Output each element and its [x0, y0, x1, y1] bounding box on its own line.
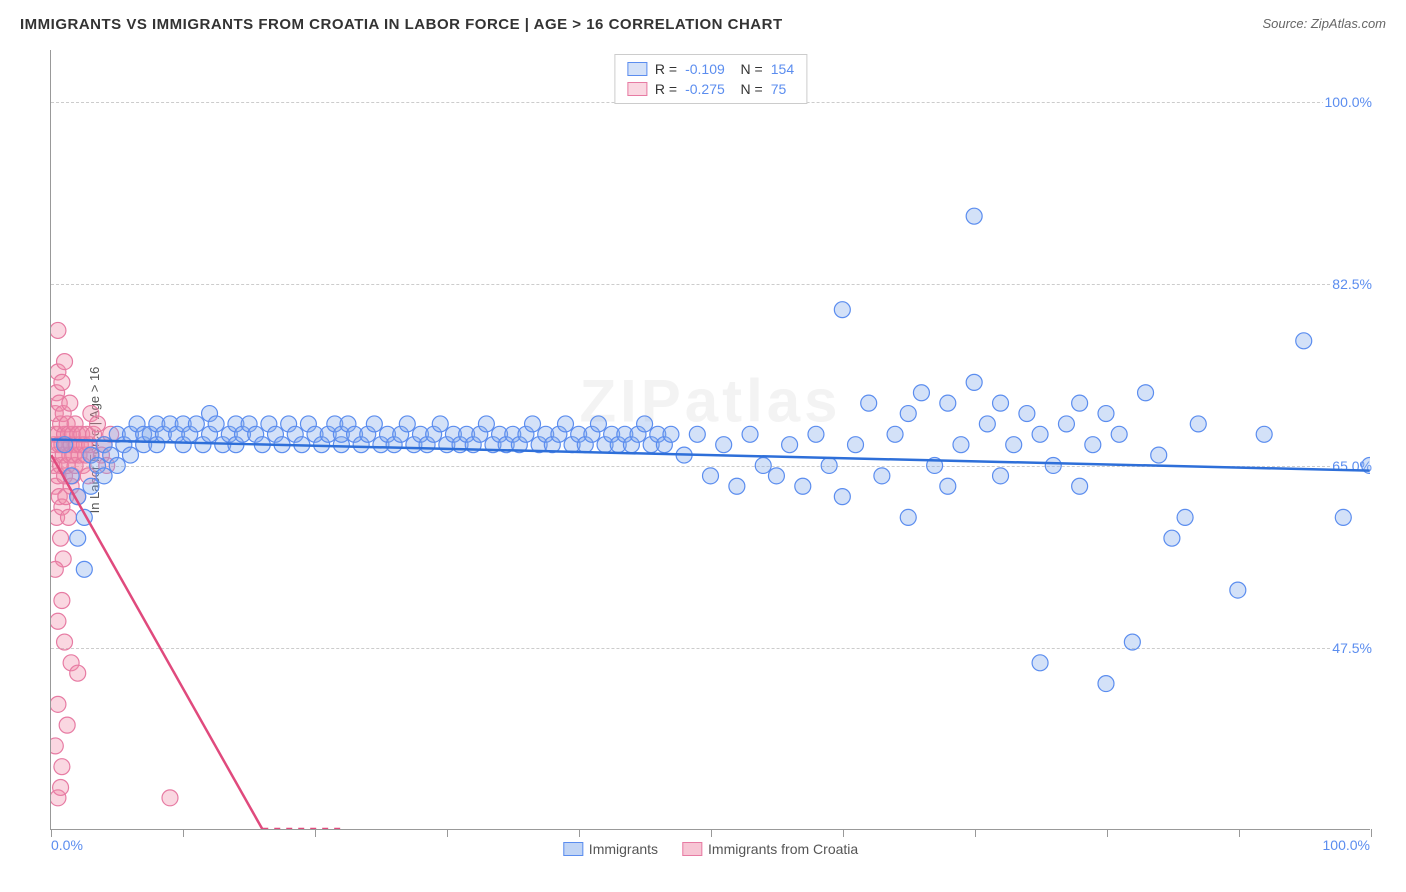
legend-label-0: Immigrants [589, 841, 658, 857]
correlation-legend: R = -0.109 N = 154 R = -0.275 N = 75 [614, 54, 807, 104]
legend-swatch-blue-b [563, 842, 583, 856]
source-attribution: Source: ZipAtlas.com [1262, 16, 1386, 31]
scatter-svg [51, 50, 1370, 829]
legend-label-1: Immigrants from Croatia [708, 841, 858, 857]
legend-r-label: R = [655, 61, 677, 77]
plot-area: ZIPatlas In Labor Force | Age > 16 R = -… [50, 50, 1370, 830]
correlation-chart: IMMIGRANTS VS IMMIGRANTS FROM CROATIA IN… [0, 0, 1406, 892]
legend-swatch-blue [627, 62, 647, 76]
x-axis-min-label: 0.0% [51, 837, 83, 853]
legend-n-label: N = [733, 81, 763, 97]
legend-swatch-pink [627, 82, 647, 96]
legend-swatch-pink-b [682, 842, 702, 856]
legend-item-croatia: Immigrants from Croatia [682, 841, 858, 857]
legend-n-value-1: 75 [771, 81, 787, 97]
legend-n-value-0: 154 [771, 61, 794, 77]
legend-r-value-0: -0.109 [685, 61, 725, 77]
series-legend: Immigrants Immigrants from Croatia [563, 841, 858, 857]
legend-r-label: R = [655, 81, 677, 97]
legend-row-immigrants: R = -0.109 N = 154 [627, 59, 794, 79]
legend-item-immigrants: Immigrants [563, 841, 658, 857]
x-axis-max-label: 100.0% [1323, 837, 1370, 853]
legend-r-value-1: -0.275 [685, 81, 725, 97]
legend-row-croatia: R = -0.275 N = 75 [627, 79, 794, 99]
legend-n-label: N = [733, 61, 763, 77]
chart-title: IMMIGRANTS VS IMMIGRANTS FROM CROATIA IN… [20, 16, 783, 33]
